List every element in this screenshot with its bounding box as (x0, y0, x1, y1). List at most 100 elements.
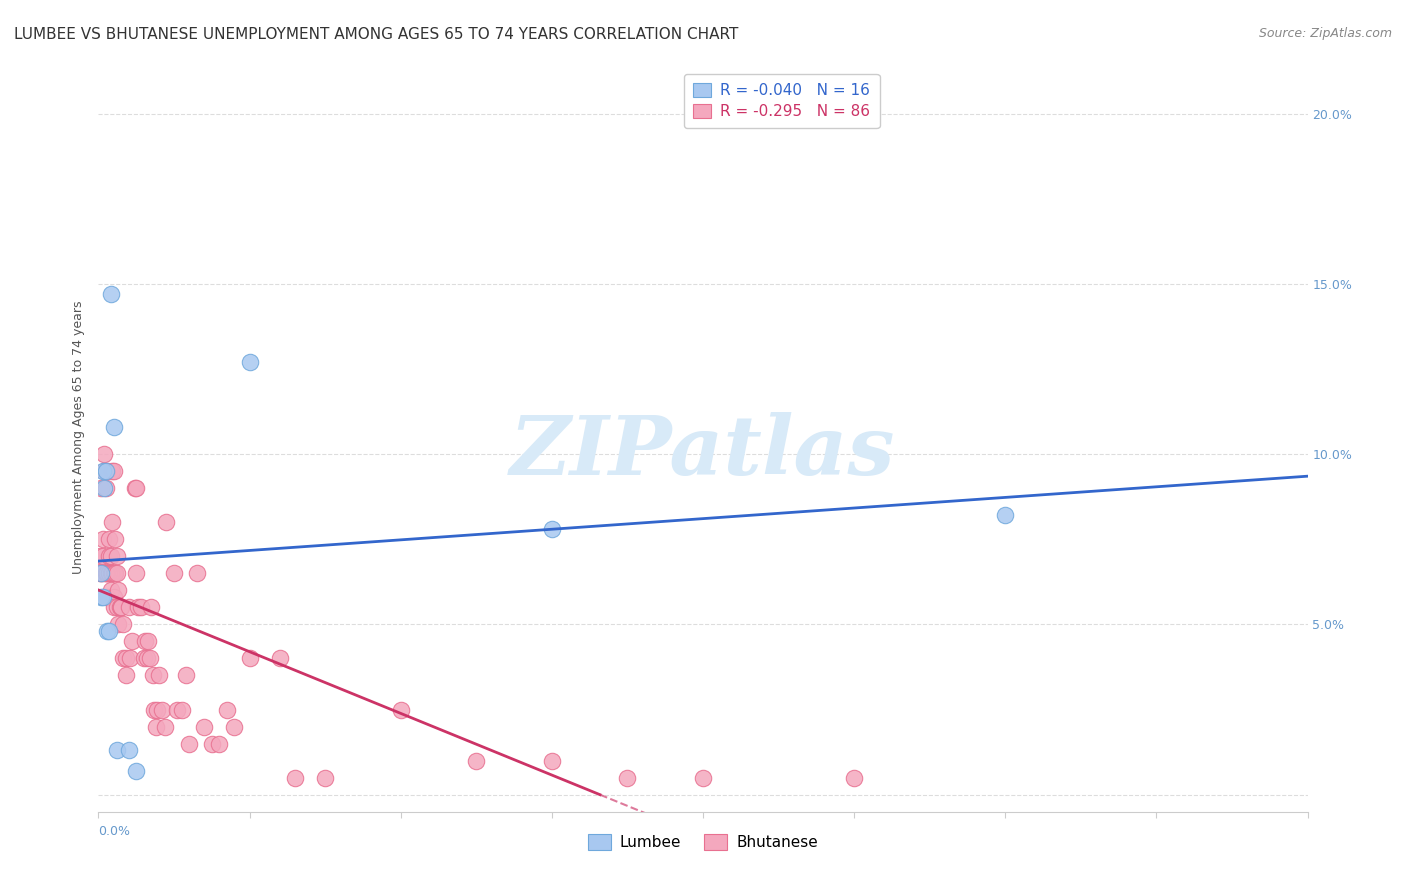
Point (110, 600, 132, 615)
Point (100, 287, 122, 301)
Point (90, 566, 112, 581)
Point (163, 566, 186, 581)
Point (94, 566, 117, 581)
Point (105, 549, 128, 564)
Point (201, 737, 224, 751)
Point (103, 420, 125, 434)
Text: ZIPatlas: ZIPatlas (510, 412, 896, 492)
Point (107, 617, 129, 632)
Point (103, 600, 125, 615)
Point (94, 566, 117, 581)
Point (105, 600, 128, 615)
Point (142, 668, 165, 682)
Point (93, 481, 115, 495)
Point (98, 566, 121, 581)
Point (98, 624, 121, 639)
Point (96, 464, 118, 478)
Point (89, 566, 111, 581)
Point (616, 771, 638, 785)
Point (114, 651, 136, 665)
Point (108, 600, 131, 615)
Point (103, 566, 125, 581)
Point (103, 464, 125, 478)
Point (844, 771, 866, 785)
Point (93, 447, 115, 461)
Point (98, 549, 121, 564)
Point (96, 624, 118, 639)
Text: 0.0%: 0.0% (98, 825, 131, 838)
Point (110, 600, 132, 615)
Point (224, 720, 246, 734)
Point (153, 720, 176, 734)
Point (91, 533, 114, 547)
Point (186, 566, 208, 581)
Point (90, 590, 112, 604)
Point (148, 668, 170, 682)
Point (96, 566, 118, 581)
Point (91, 590, 114, 604)
Point (135, 651, 157, 665)
Point (96, 590, 118, 604)
Point (141, 600, 163, 615)
Point (125, 764, 148, 778)
Point (155, 515, 177, 529)
Point (100, 566, 122, 581)
Point (269, 651, 291, 665)
Point (166, 702, 188, 716)
Point (129, 600, 152, 615)
Point (104, 566, 127, 581)
Point (174, 668, 197, 682)
Point (107, 583, 129, 598)
Point (111, 651, 134, 665)
Point (314, 771, 336, 785)
Point (91, 566, 114, 581)
Point (208, 737, 231, 751)
Point (101, 566, 124, 581)
Point (104, 533, 127, 547)
Point (90, 566, 112, 581)
Point (125, 481, 148, 495)
Point (98, 566, 121, 581)
Point (100, 583, 122, 598)
Point (105, 566, 128, 581)
Point (146, 702, 169, 716)
Point (101, 464, 124, 478)
Text: LUMBEE VS BHUTANESE UNEMPLOYMENT AMONG AGES 65 TO 74 YEARS CORRELATION CHART: LUMBEE VS BHUTANESE UNEMPLOYMENT AMONG A… (14, 27, 738, 42)
Point (139, 651, 162, 665)
Point (121, 634, 143, 648)
Point (145, 720, 167, 734)
Point (101, 515, 124, 529)
Point (100, 549, 122, 564)
Point (143, 702, 166, 716)
Point (239, 355, 262, 369)
Point (389, 702, 412, 716)
Y-axis label: Unemployment Among Ages 65 to 74 years: Unemployment Among Ages 65 to 74 years (72, 301, 86, 574)
Point (127, 600, 149, 615)
Text: Source: ZipAtlas.com: Source: ZipAtlas.com (1258, 27, 1392, 40)
Point (124, 481, 146, 495)
Point (98, 533, 121, 547)
Point (118, 743, 141, 757)
Point (170, 702, 193, 716)
Point (540, 754, 562, 768)
Point (125, 566, 148, 581)
Point (134, 634, 156, 648)
Point (91, 464, 114, 478)
Point (111, 617, 134, 632)
Point (94, 464, 117, 478)
Point (239, 651, 262, 665)
Point (284, 771, 307, 785)
Legend: Lumbee, Bhutanese: Lumbee, Bhutanese (582, 829, 824, 856)
Point (93, 464, 115, 478)
Point (94, 481, 117, 495)
Point (118, 600, 141, 615)
Point (103, 590, 125, 604)
Point (91, 549, 114, 564)
Point (120, 651, 142, 665)
Point (540, 522, 562, 536)
Point (150, 702, 173, 716)
Point (90, 481, 112, 495)
Point (465, 754, 488, 768)
Point (114, 668, 136, 682)
Point (132, 651, 155, 665)
